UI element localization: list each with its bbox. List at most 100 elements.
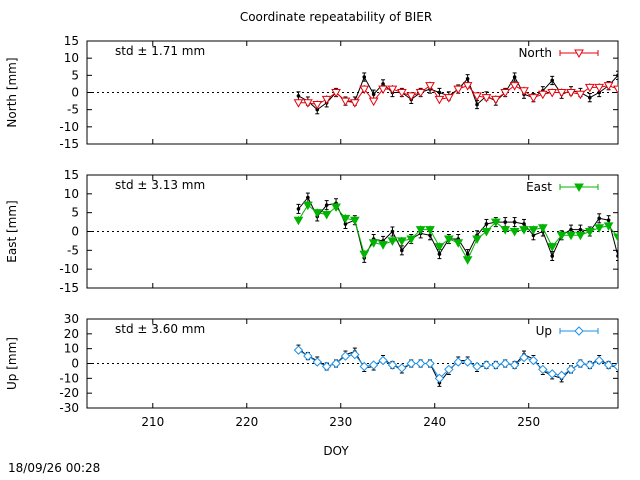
std-label: std ± 3.60 mm xyxy=(115,322,205,336)
raw-point xyxy=(578,227,583,232)
raw-point xyxy=(390,229,395,234)
y-tick-label: 5 xyxy=(71,206,79,220)
model-point xyxy=(519,352,529,363)
raw-series-line xyxy=(298,196,618,260)
model-point xyxy=(331,358,341,369)
model-point xyxy=(443,94,454,103)
model-point xyxy=(415,358,426,369)
model-point xyxy=(538,364,548,375)
y-axis-label: Up [mm] xyxy=(5,337,19,390)
model-point xyxy=(556,89,567,98)
timestamp: 18/09/26 00:28 xyxy=(8,461,101,475)
model-point xyxy=(585,360,595,370)
y-tick-label: -10 xyxy=(59,262,79,276)
model-point xyxy=(349,99,360,108)
legend-marker xyxy=(574,183,584,193)
model-point xyxy=(613,85,618,95)
model-point xyxy=(556,231,567,241)
model-point xyxy=(293,216,304,226)
model-point xyxy=(603,360,614,370)
panels: 15 10 5 0 -5 -10 -15 North [mm] std ± 1.71 mm Nor… xyxy=(5,34,619,429)
y-tick-label: -5 xyxy=(67,243,79,257)
model-point xyxy=(321,95,332,105)
y-tick-label: 15 xyxy=(64,168,79,182)
model-point xyxy=(368,239,379,248)
x-tick-label: 210 xyxy=(141,415,164,429)
model-point xyxy=(293,345,304,355)
y-tick-label: 10 xyxy=(64,51,79,65)
model-point xyxy=(293,99,304,108)
raw-point xyxy=(475,102,479,107)
model-point xyxy=(359,85,370,95)
model-point xyxy=(397,363,407,373)
model-point xyxy=(556,370,567,381)
std-label: std ± 3.13 mm xyxy=(115,178,205,192)
model-point xyxy=(491,360,501,370)
series-group xyxy=(293,344,618,387)
raw-point xyxy=(296,94,301,98)
model-point xyxy=(547,89,558,98)
model-point xyxy=(321,211,332,220)
model-point xyxy=(387,85,398,95)
model-point xyxy=(444,364,454,375)
model-point xyxy=(368,97,379,107)
legend-label: Up xyxy=(536,324,552,338)
model-point xyxy=(481,94,492,103)
model-point xyxy=(500,89,511,98)
model-point xyxy=(472,235,482,245)
model-point xyxy=(575,358,586,369)
model-point xyxy=(603,222,614,231)
y-tick-label: -15 xyxy=(59,281,79,295)
model-point xyxy=(528,355,539,366)
raw-point xyxy=(550,78,555,83)
raw-point xyxy=(465,76,470,81)
raw-point xyxy=(616,73,618,78)
model-point xyxy=(537,90,548,100)
raw-point xyxy=(597,216,602,221)
raw-point xyxy=(512,220,517,224)
series-group xyxy=(293,192,618,265)
model-point xyxy=(312,357,322,367)
model-point xyxy=(594,355,604,366)
model-point xyxy=(547,369,557,379)
model-point xyxy=(302,99,313,108)
model-point xyxy=(303,351,313,361)
raw-point xyxy=(296,207,301,211)
model-point xyxy=(434,95,445,105)
model-point xyxy=(462,357,473,367)
model-point xyxy=(500,226,511,235)
model-point xyxy=(349,216,360,226)
model-point xyxy=(594,83,605,93)
raw-point xyxy=(400,248,404,253)
model-point xyxy=(519,226,529,235)
model-point xyxy=(453,357,463,367)
model-point xyxy=(434,373,445,384)
raw-point xyxy=(512,75,517,79)
raw-point xyxy=(606,218,611,222)
y-tick-label: 15 xyxy=(64,34,79,48)
model-point xyxy=(425,226,435,235)
raw-point xyxy=(371,92,376,97)
y-tick-label: 0 xyxy=(71,225,79,239)
model-point xyxy=(453,85,464,95)
model-point xyxy=(396,89,407,98)
model-point xyxy=(359,250,370,260)
y-tick-label: 0 xyxy=(71,357,79,371)
raw-point xyxy=(324,203,329,207)
raw-point xyxy=(437,252,442,256)
model-point xyxy=(481,228,492,237)
model-point xyxy=(387,237,398,246)
model-point xyxy=(387,360,398,370)
model-point xyxy=(340,214,351,224)
model-point xyxy=(519,87,529,96)
model-point xyxy=(472,92,482,101)
y-tick-label: -20 xyxy=(59,386,79,400)
model-point xyxy=(584,228,595,237)
raw-point xyxy=(362,75,367,79)
model-point xyxy=(547,243,558,252)
y-tick-label: -15 xyxy=(59,137,79,151)
model-point xyxy=(406,235,417,245)
x-tick-label: 230 xyxy=(329,415,352,429)
model-point xyxy=(378,85,388,95)
model-point xyxy=(312,209,323,218)
